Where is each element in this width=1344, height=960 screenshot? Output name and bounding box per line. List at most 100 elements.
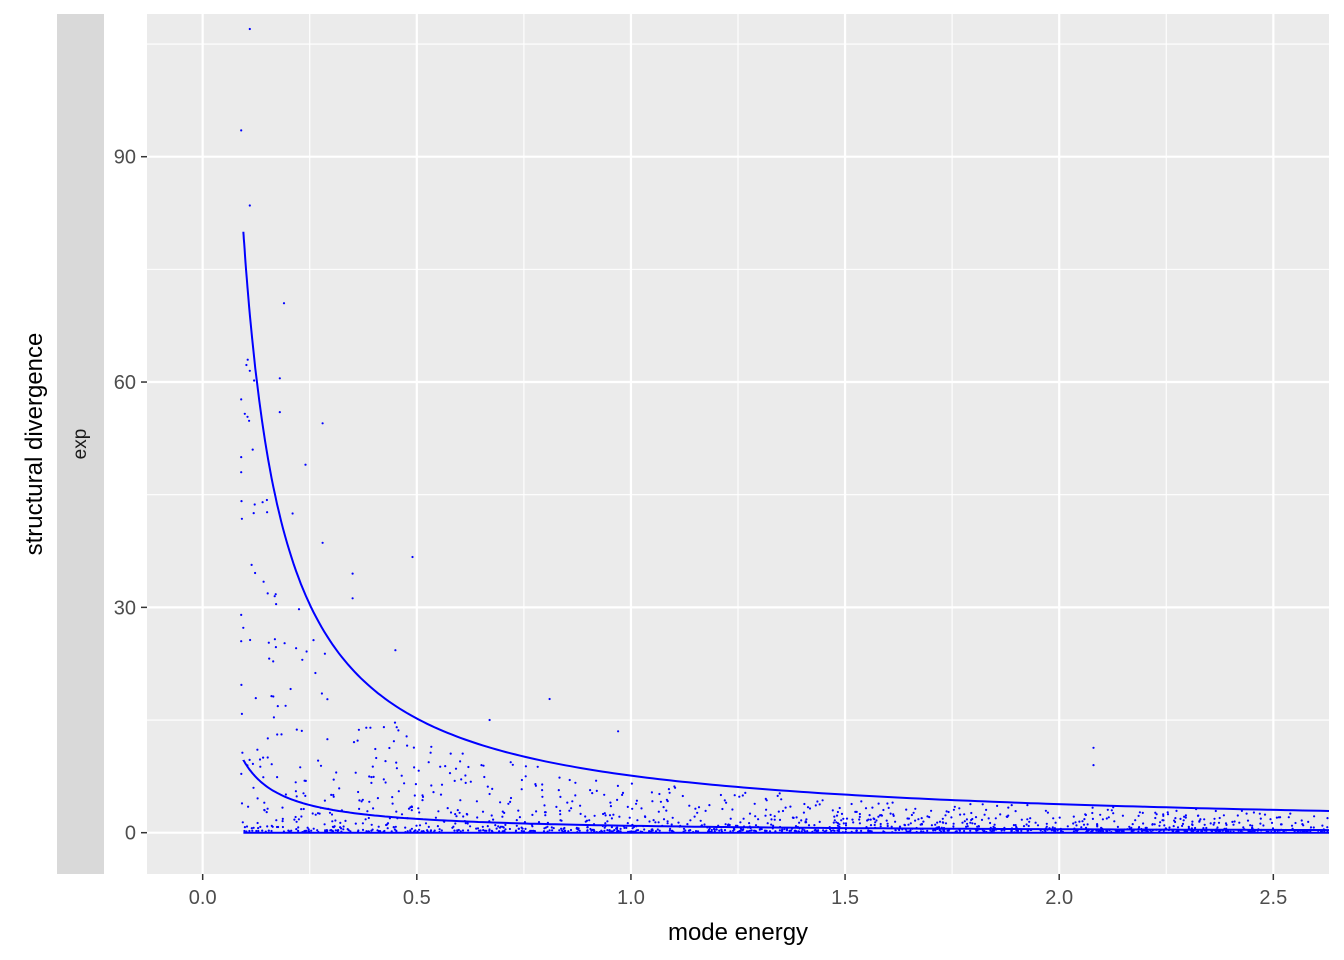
scatter-point	[559, 819, 562, 822]
scatter-point	[532, 829, 535, 833]
scatter-point	[1121, 814, 1124, 817]
scatter-point	[1022, 825, 1026, 828]
scatter-point	[323, 799, 326, 802]
scatter-point	[332, 778, 335, 781]
scatter-point	[520, 829, 523, 833]
scatter-point	[937, 826, 941, 829]
scatter-point	[1245, 812, 1248, 815]
scatter-point	[247, 805, 250, 808]
scatter-point	[731, 808, 734, 811]
scatter-point	[295, 828, 298, 831]
scatter-point	[757, 818, 760, 821]
scatter-point	[374, 747, 377, 751]
scatter-point	[704, 809, 707, 813]
scatter-point	[265, 811, 268, 814]
scatter-point	[241, 751, 244, 754]
scatter-point	[1176, 826, 1180, 829]
scatter-point	[411, 555, 414, 559]
x-axis-title: mode energy	[668, 919, 808, 946]
scatter-point	[1052, 817, 1055, 820]
scatter-point	[310, 829, 313, 832]
scatter-point	[304, 829, 307, 833]
scatter-point	[718, 829, 721, 832]
scatter-point	[559, 813, 562, 816]
scatter-point	[302, 792, 305, 795]
scatter-point	[1184, 816, 1187, 819]
scatter-point	[461, 752, 464, 755]
scatter-point	[421, 795, 425, 799]
scatter-point	[1134, 819, 1137, 822]
scatter-point	[415, 824, 418, 827]
scatter-point	[1015, 825, 1018, 829]
scatter-point	[486, 785, 489, 788]
scatter-point	[394, 649, 397, 652]
scatter-point	[643, 815, 647, 818]
scatter-point	[246, 415, 249, 418]
scatter-point	[266, 737, 269, 740]
scatter-point	[405, 735, 408, 738]
scatter-point	[1163, 824, 1166, 827]
scatter-point	[860, 829, 863, 833]
scatter-point	[507, 802, 510, 805]
scatter-point	[1060, 829, 1063, 833]
scatter-point	[558, 776, 561, 779]
scatter-point	[693, 815, 696, 818]
scatter-point	[520, 826, 523, 829]
scatter-point	[891, 801, 894, 804]
scatter-point	[892, 814, 895, 818]
scatter-point	[283, 642, 286, 645]
scatter-point	[253, 379, 256, 382]
scatter-point	[983, 813, 986, 816]
scatter-point	[301, 658, 304, 661]
scatter-point	[530, 829, 534, 833]
scatter-point	[656, 828, 659, 831]
scatter-point	[317, 759, 320, 762]
scatter-point	[365, 726, 368, 729]
scatter-point	[330, 813, 334, 816]
scatter-point	[1074, 821, 1077, 824]
scatter-point	[566, 801, 569, 804]
scatter-point	[400, 813, 404, 816]
scatter-point	[391, 802, 394, 805]
scatter-point	[595, 779, 598, 782]
scatter-point	[272, 716, 275, 719]
scatter-point	[648, 820, 651, 823]
scatter-point	[491, 787, 494, 791]
scatter-point	[1162, 814, 1165, 818]
scatter-point	[1231, 820, 1234, 824]
scatter-point	[1075, 824, 1078, 827]
scatter-point	[805, 818, 808, 821]
scatter-point	[930, 809, 933, 812]
scatter-point	[417, 807, 420, 810]
scatter-point	[393, 828, 396, 831]
scatter-point	[674, 786, 677, 789]
scatter-point	[851, 818, 854, 821]
scatter-point	[462, 815, 465, 818]
scatter-point	[894, 820, 897, 823]
scatter-point	[792, 816, 795, 820]
scatter-point	[838, 806, 841, 810]
scatter-point	[1105, 817, 1108, 820]
scatter-point	[278, 377, 281, 380]
scatter-point	[321, 541, 324, 544]
scatter-point	[592, 828, 595, 831]
scatter-point	[798, 821, 801, 824]
scatter-point	[723, 829, 727, 832]
scatter-point	[833, 829, 836, 832]
scatter-point	[497, 825, 500, 828]
scatter-point	[557, 789, 560, 792]
scatter-point	[548, 697, 551, 701]
scatter-point	[469, 825, 472, 828]
scatter-point	[909, 822, 912, 825]
scatter-point	[436, 825, 439, 828]
scatter-point	[245, 363, 248, 367]
scatter-point	[476, 827, 480, 830]
scatter-point	[377, 830, 380, 833]
scatter-point	[501, 810, 504, 813]
scatter-point	[382, 726, 385, 729]
scatter-point	[263, 801, 266, 804]
facet-strip	[57, 14, 104, 874]
scatter-point	[983, 829, 986, 833]
x-tick-label: 0.5	[403, 887, 431, 909]
scatter-point	[395, 810, 398, 813]
